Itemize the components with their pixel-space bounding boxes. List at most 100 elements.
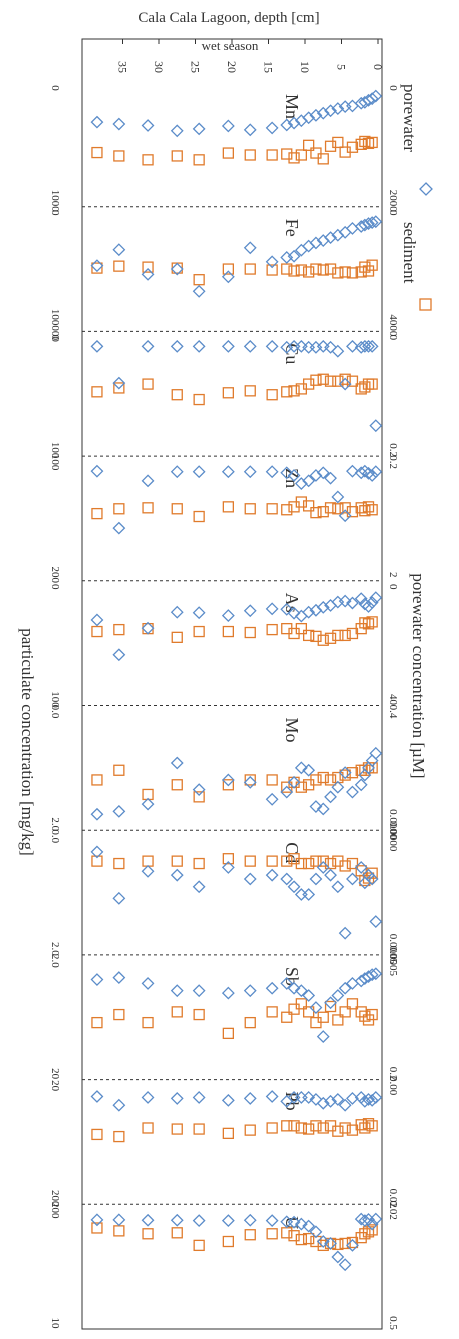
legend: porewater sediment (400, 84, 433, 311)
sediment-point (222, 387, 235, 399)
particulate-tick-label: 0.0 (49, 829, 61, 843)
sediment-point (193, 510, 205, 523)
sediment-point (324, 1000, 337, 1013)
porewater-point (338, 981, 352, 995)
sediment-point (281, 855, 293, 867)
sediment-point (266, 1006, 278, 1018)
porewater-point (265, 255, 279, 269)
porewater-point (324, 996, 337, 1010)
porewater-point (302, 989, 316, 1002)
sediment-point (366, 762, 378, 774)
depth-tick-label: 20 (225, 61, 239, 73)
sediment-point (339, 629, 351, 642)
sediment-point (113, 1008, 125, 1021)
sediment-point (266, 855, 278, 867)
sediment-point (317, 1122, 329, 1134)
sediment-point (266, 264, 278, 276)
sediment-point (310, 506, 322, 519)
sediment-point (113, 857, 125, 870)
particulate-tick-label: 0 (49, 584, 61, 590)
porewater-point (358, 95, 372, 109)
porewater-point (294, 888, 308, 901)
sediment-point (193, 1008, 205, 1021)
porewater-tick-label: 0.0000 (387, 809, 399, 840)
porewater-tick-label: 0 (387, 210, 399, 216)
porewater-point (170, 756, 184, 770)
sediment-point (355, 865, 367, 877)
porewater-point (90, 115, 104, 129)
porewater-point (369, 215, 383, 229)
porewater-point (141, 1091, 155, 1104)
porewater-point (294, 477, 308, 490)
porewater-point (358, 464, 372, 478)
porewater-point (358, 876, 372, 890)
sediment-point (244, 385, 256, 397)
panel-as: As 0 40 0 100 (49, 584, 399, 708)
sediment-point (288, 501, 300, 513)
sediment-point (113, 623, 125, 636)
porewater-point (331, 1092, 345, 1106)
porewater-point (358, 597, 372, 611)
porewater-point (316, 1030, 330, 1044)
porewater-point (362, 93, 375, 107)
sediment-point (193, 274, 205, 286)
sediment-point (171, 1123, 183, 1135)
porewater-point (316, 466, 330, 480)
porewater-tick-label: 0.0000 (387, 821, 399, 852)
sediment-point (355, 266, 367, 278)
porewater-point (170, 465, 184, 479)
porewater-point (346, 976, 359, 990)
sediment-point (310, 1016, 322, 1029)
sediment-point (362, 762, 375, 774)
porewater-point (346, 464, 359, 478)
sediment-point (346, 1236, 359, 1249)
porewater-point (90, 845, 104, 859)
porewater-point (221, 119, 235, 133)
sediment-point (359, 1010, 371, 1022)
sediment-point (310, 263, 322, 275)
sediment-point (310, 855, 322, 867)
porewater-point (302, 763, 316, 777)
sediment-point (222, 147, 235, 159)
porewater-point (324, 104, 337, 118)
sediment-point (266, 503, 278, 515)
sediment-point (244, 263, 256, 275)
sediment-point (332, 267, 344, 279)
sediment-point (142, 1228, 154, 1240)
sediment-point (113, 150, 125, 162)
porewater-point (362, 217, 375, 231)
particulate-tick-label: 100000 (49, 309, 61, 343)
porewater-point (221, 609, 235, 623)
porewater-point (346, 596, 359, 610)
porewater-point (112, 117, 126, 131)
sediment-point (339, 146, 351, 158)
porewater-point (316, 1235, 330, 1248)
porewater-point (365, 754, 379, 768)
porewater-point (265, 465, 279, 479)
porewater-point (287, 339, 301, 353)
porewater-point (316, 600, 330, 614)
legend-porewater-label: porewater (400, 84, 419, 152)
porewater-point (358, 1094, 372, 1108)
porewater-point (90, 339, 104, 353)
porewater-point (221, 773, 235, 787)
sediment-point (142, 1016, 154, 1029)
particulate-tick-label: 0.0 (49, 705, 61, 719)
sediment-point (281, 148, 293, 160)
sediment-point (362, 1118, 375, 1130)
porewater-tick-label: 0.2 (387, 1067, 399, 1081)
porewater-point (346, 1092, 359, 1105)
particulate-tick-label: 200 (49, 1190, 61, 1207)
porewater-point (338, 1098, 352, 1112)
element-label: As (282, 593, 302, 613)
sediment-point (302, 1232, 315, 1245)
porewater-point (302, 340, 316, 354)
porewater-point (141, 474, 155, 488)
porewater-point (287, 775, 301, 789)
porewater-point (170, 124, 184, 138)
porewater-point (112, 1098, 126, 1112)
porewater-point (316, 339, 330, 353)
porewater-point (365, 872, 379, 886)
porewater-tick-label: 0.2 (387, 455, 399, 469)
